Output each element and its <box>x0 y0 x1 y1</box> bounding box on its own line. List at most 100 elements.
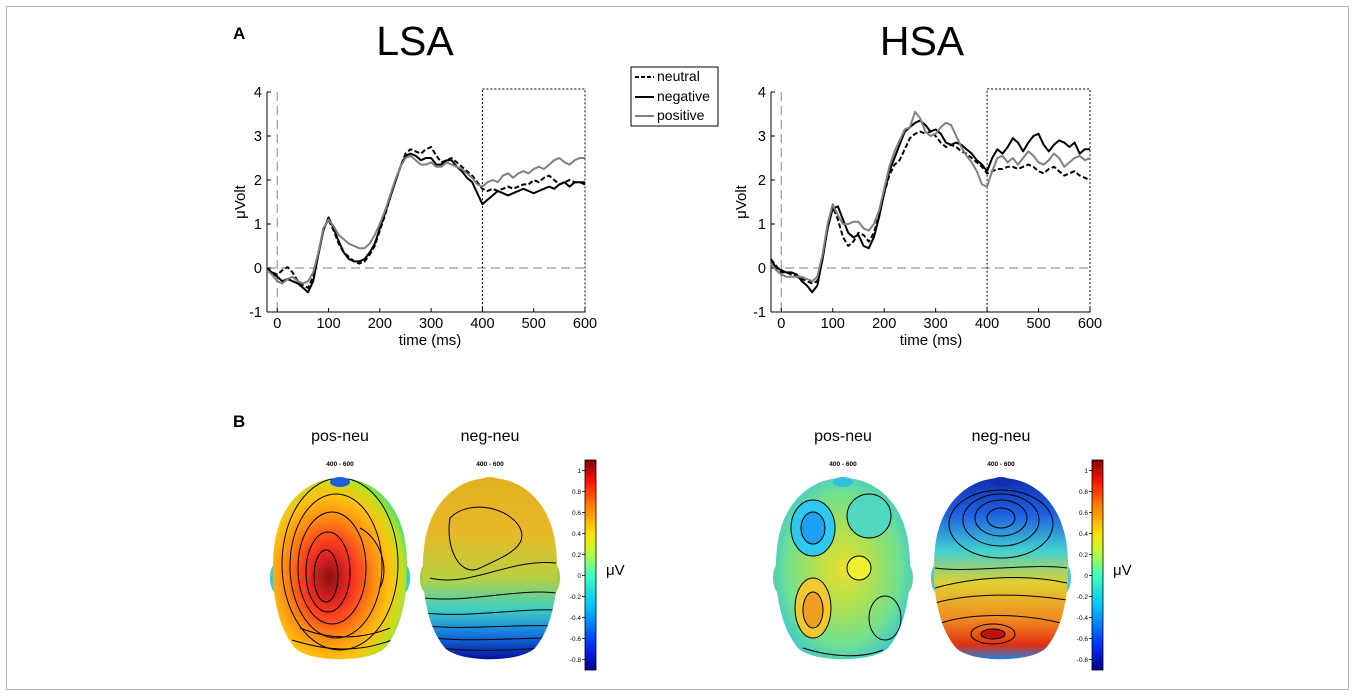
colorbar-lsa: 1 0.8 0.6 0.4 0.2 0 -0.2 -0.4 -0.6 -0.8 μV <box>570 459 625 671</box>
colorbar-unit: μV <box>1113 562 1132 579</box>
colorbar-tick-label: 0.2 <box>1079 552 1088 559</box>
colorbar-tick-label: 0.6 <box>1079 510 1088 517</box>
nose <box>330 477 350 487</box>
map-title: neg-neu <box>461 428 520 445</box>
analysis-window <box>481 88 586 313</box>
erp-chart-lsa: LSA 0 100 200 300 400 500 600 -1 0 1 2 3 4 time (ms)… <box>232 18 597 349</box>
xlabel-hsa: time (ms) <box>900 332 963 349</box>
scalp-map <box>272 478 408 660</box>
figure-frame <box>6 6 1349 690</box>
contours <box>423 506 557 651</box>
nose <box>991 477 1011 487</box>
topomap-hsa-pos-neu: pos-neu 400 - 600 <box>773 428 913 660</box>
y-tick-label: 2 <box>254 173 262 189</box>
colorbar-tick-label: 0.8 <box>572 489 581 496</box>
ylabel-hsa: μVolt <box>733 184 750 218</box>
map-title: neg-neu <box>972 428 1031 445</box>
scalp-map <box>775 478 911 660</box>
x-tick-label: 400 <box>470 316 494 332</box>
colorbar-tick-label: 0 <box>577 573 581 580</box>
colorbar-tick-label: 0.6 <box>572 510 581 517</box>
ylabel-lsa: μVolt <box>232 184 249 218</box>
xlabel-lsa: time (ms) <box>399 332 462 349</box>
legend-label-positive: positive <box>657 107 705 123</box>
x-tick-label: 600 <box>1078 316 1102 332</box>
y-tick-label: 1 <box>254 217 262 233</box>
map-window: 400 - 600 <box>829 461 857 468</box>
contours <box>790 493 902 657</box>
legend-label-neutral: neutral <box>657 68 700 84</box>
y-tick-label: 0 <box>758 261 766 277</box>
colorbar-hsa: 1 0.8 0.6 0.4 0.2 0 -0.2 -0.4 -0.6 -0.8 μV <box>1077 459 1132 671</box>
x-tick-label: 600 <box>573 316 597 332</box>
x-tick-label: 400 <box>975 316 999 332</box>
x-tick-label: 200 <box>872 316 896 332</box>
nose <box>833 477 853 487</box>
series-line-neutral <box>770 130 1091 285</box>
colorbar-tick-label: 0.4 <box>572 531 581 538</box>
x-tick-label: 500 <box>1026 316 1050 332</box>
x-tick-label: 300 <box>924 316 948 332</box>
topomap-lsa-pos-neu: pos-neu 400 - 600 <box>270 428 410 660</box>
plot-area-hsa: 0 100 200 300 400 500 600 -1 0 1 2 3 4 <box>753 85 1102 332</box>
plot-area-lsa: 0 100 200 300 400 500 600 -1 0 1 2 3 4 <box>249 85 597 332</box>
series-line-negative <box>266 152 586 294</box>
colorbar-tick-label: -0.4 <box>1077 615 1089 622</box>
x-tick-label: 300 <box>419 316 443 332</box>
y-tick-label: 4 <box>758 85 766 101</box>
colorbar-gradient <box>584 459 597 671</box>
x-tick-label: 0 <box>273 316 281 332</box>
x-tick-label: 100 <box>821 316 845 332</box>
legend-label-negative: negative <box>657 88 710 104</box>
map-window: 400 - 600 <box>476 461 504 468</box>
legend: neutral negative positive <box>630 66 719 127</box>
contours <box>281 478 399 651</box>
erp-chart-hsa: HSA 0 100 200 300 400 500 600 -1 0 1 2 3 4 time (ms)… <box>733 18 1102 349</box>
y-tick-label: -1 <box>753 305 766 321</box>
colorbar-tick-label: 0.8 <box>1079 489 1088 496</box>
colorbar-tick-label: -0.2 <box>570 594 582 601</box>
colorbar-tick-label: -0.2 <box>1077 594 1089 601</box>
series-line-positive <box>266 154 585 285</box>
colorbar-tick-label: -0.6 <box>570 636 582 643</box>
topomap-hsa-neg-neu: neg-neu 400 - 600 <box>931 428 1071 660</box>
colorbar-tick-label: -0.8 <box>570 657 582 664</box>
map-window: 400 - 600 <box>987 461 1015 468</box>
series-line-positive <box>770 110 1091 283</box>
colorbar-tick-label: -0.8 <box>1077 657 1089 664</box>
contours <box>934 489 1068 645</box>
y-tick-label: 4 <box>254 85 262 101</box>
y-tick-label: 0 <box>254 261 262 277</box>
colorbar-tick-label: -0.4 <box>570 615 582 622</box>
colorbar-unit: μV <box>606 562 625 579</box>
colorbar-tick-label: 0 <box>1084 573 1088 580</box>
y-tick-label: 2 <box>758 173 766 189</box>
panel-label-a: A <box>233 24 245 43</box>
colorbar-gradient <box>1091 459 1104 671</box>
x-tick-label: 0 <box>777 316 785 332</box>
colorbar-tick-label: 0.2 <box>572 552 581 559</box>
colorbar-ticks: 1 0.8 0.6 0.4 0.2 0 -0.2 -0.4 -0.6 -0.8 <box>570 468 585 664</box>
y-tick-label: 3 <box>254 129 262 145</box>
chart-title-lsa: LSA <box>376 18 454 64</box>
colorbar-tick-label: 0.4 <box>1079 531 1088 538</box>
analysis-window <box>986 88 1091 313</box>
y-tick-label: -1 <box>249 305 262 321</box>
panel-label-b: B <box>233 412 245 431</box>
colorbar-tick-label: 1 <box>577 468 581 475</box>
scalp-map <box>422 478 558 660</box>
colorbar-ticks: 1 0.8 0.6 0.4 0.2 0 -0.2 -0.4 -0.6 -0.8 <box>1077 468 1092 664</box>
colorbar-tick-label: 1 <box>1084 468 1088 475</box>
chart-title-hsa: HSA <box>880 18 965 64</box>
map-window: 400 - 600 <box>326 461 354 468</box>
colorbar-tick-label: -0.6 <box>1077 636 1089 643</box>
map-title: pos-neu <box>311 428 369 445</box>
x-tick-label: 500 <box>522 316 546 332</box>
y-tick-label: 3 <box>758 129 766 145</box>
x-tick-label: 100 <box>316 316 340 332</box>
topomap-lsa-neg-neu: neg-neu 400 - 600 <box>420 428 560 660</box>
y-tick-label: 1 <box>758 217 766 233</box>
nose <box>480 477 500 487</box>
x-tick-label: 200 <box>368 316 392 332</box>
